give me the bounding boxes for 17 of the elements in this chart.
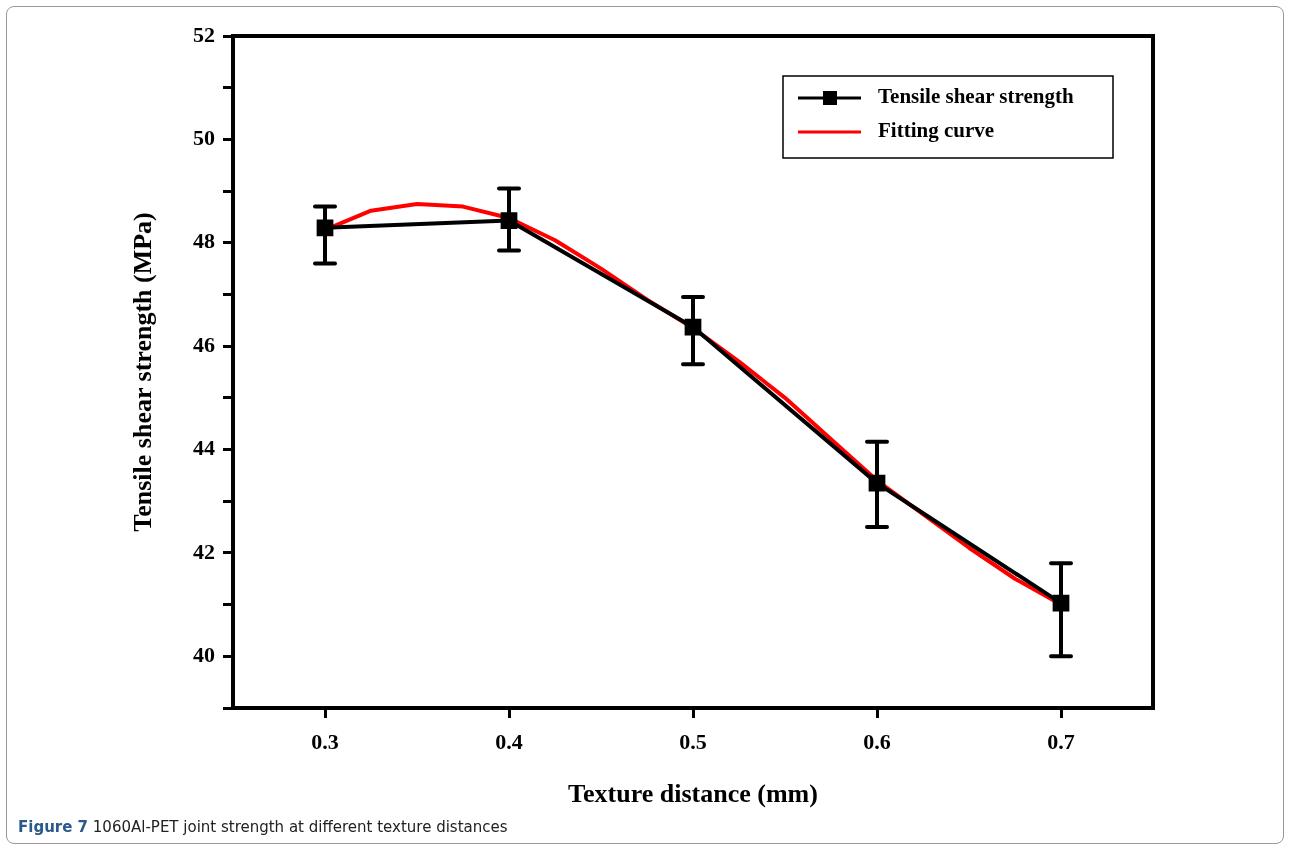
y-tick-label: 40: [193, 642, 215, 667]
y-tick-label: 46: [193, 331, 215, 357]
y-tick-label: 44: [193, 435, 215, 461]
y-tick-label: 48: [193, 228, 215, 254]
x-tick-label: 0.3: [311, 728, 339, 754]
x-tick-label: 0.5: [679, 728, 707, 754]
caption: Figure 7 1060Al-PET joint strength at different texture distances: [18, 818, 508, 836]
legend-label: Fitting curve: [878, 118, 995, 143]
legend-label: Tensile shear strength: [878, 84, 1074, 109]
x-axis-title: Texture distance (mm): [568, 779, 818, 809]
x-tick-label: 0.7: [1047, 728, 1075, 754]
y-tick-label: 50: [193, 125, 215, 151]
x-tick-label: 0.6: [863, 728, 891, 754]
x-tick-label: 0.4: [495, 728, 523, 754]
y-tick-label: 42: [193, 538, 215, 564]
y-tick-label: 52: [193, 21, 215, 47]
y-axis-title: Tensile shear strength (MPa): [128, 212, 158, 532]
